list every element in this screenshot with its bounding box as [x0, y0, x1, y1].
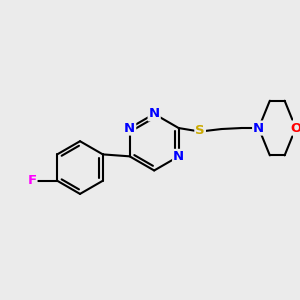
- Text: N: N: [148, 107, 160, 120]
- Text: F: F: [27, 174, 36, 187]
- Text: S: S: [195, 124, 205, 137]
- Text: N: N: [173, 150, 184, 163]
- Text: N: N: [124, 122, 135, 134]
- Text: N: N: [253, 122, 264, 134]
- Text: O: O: [290, 122, 300, 134]
